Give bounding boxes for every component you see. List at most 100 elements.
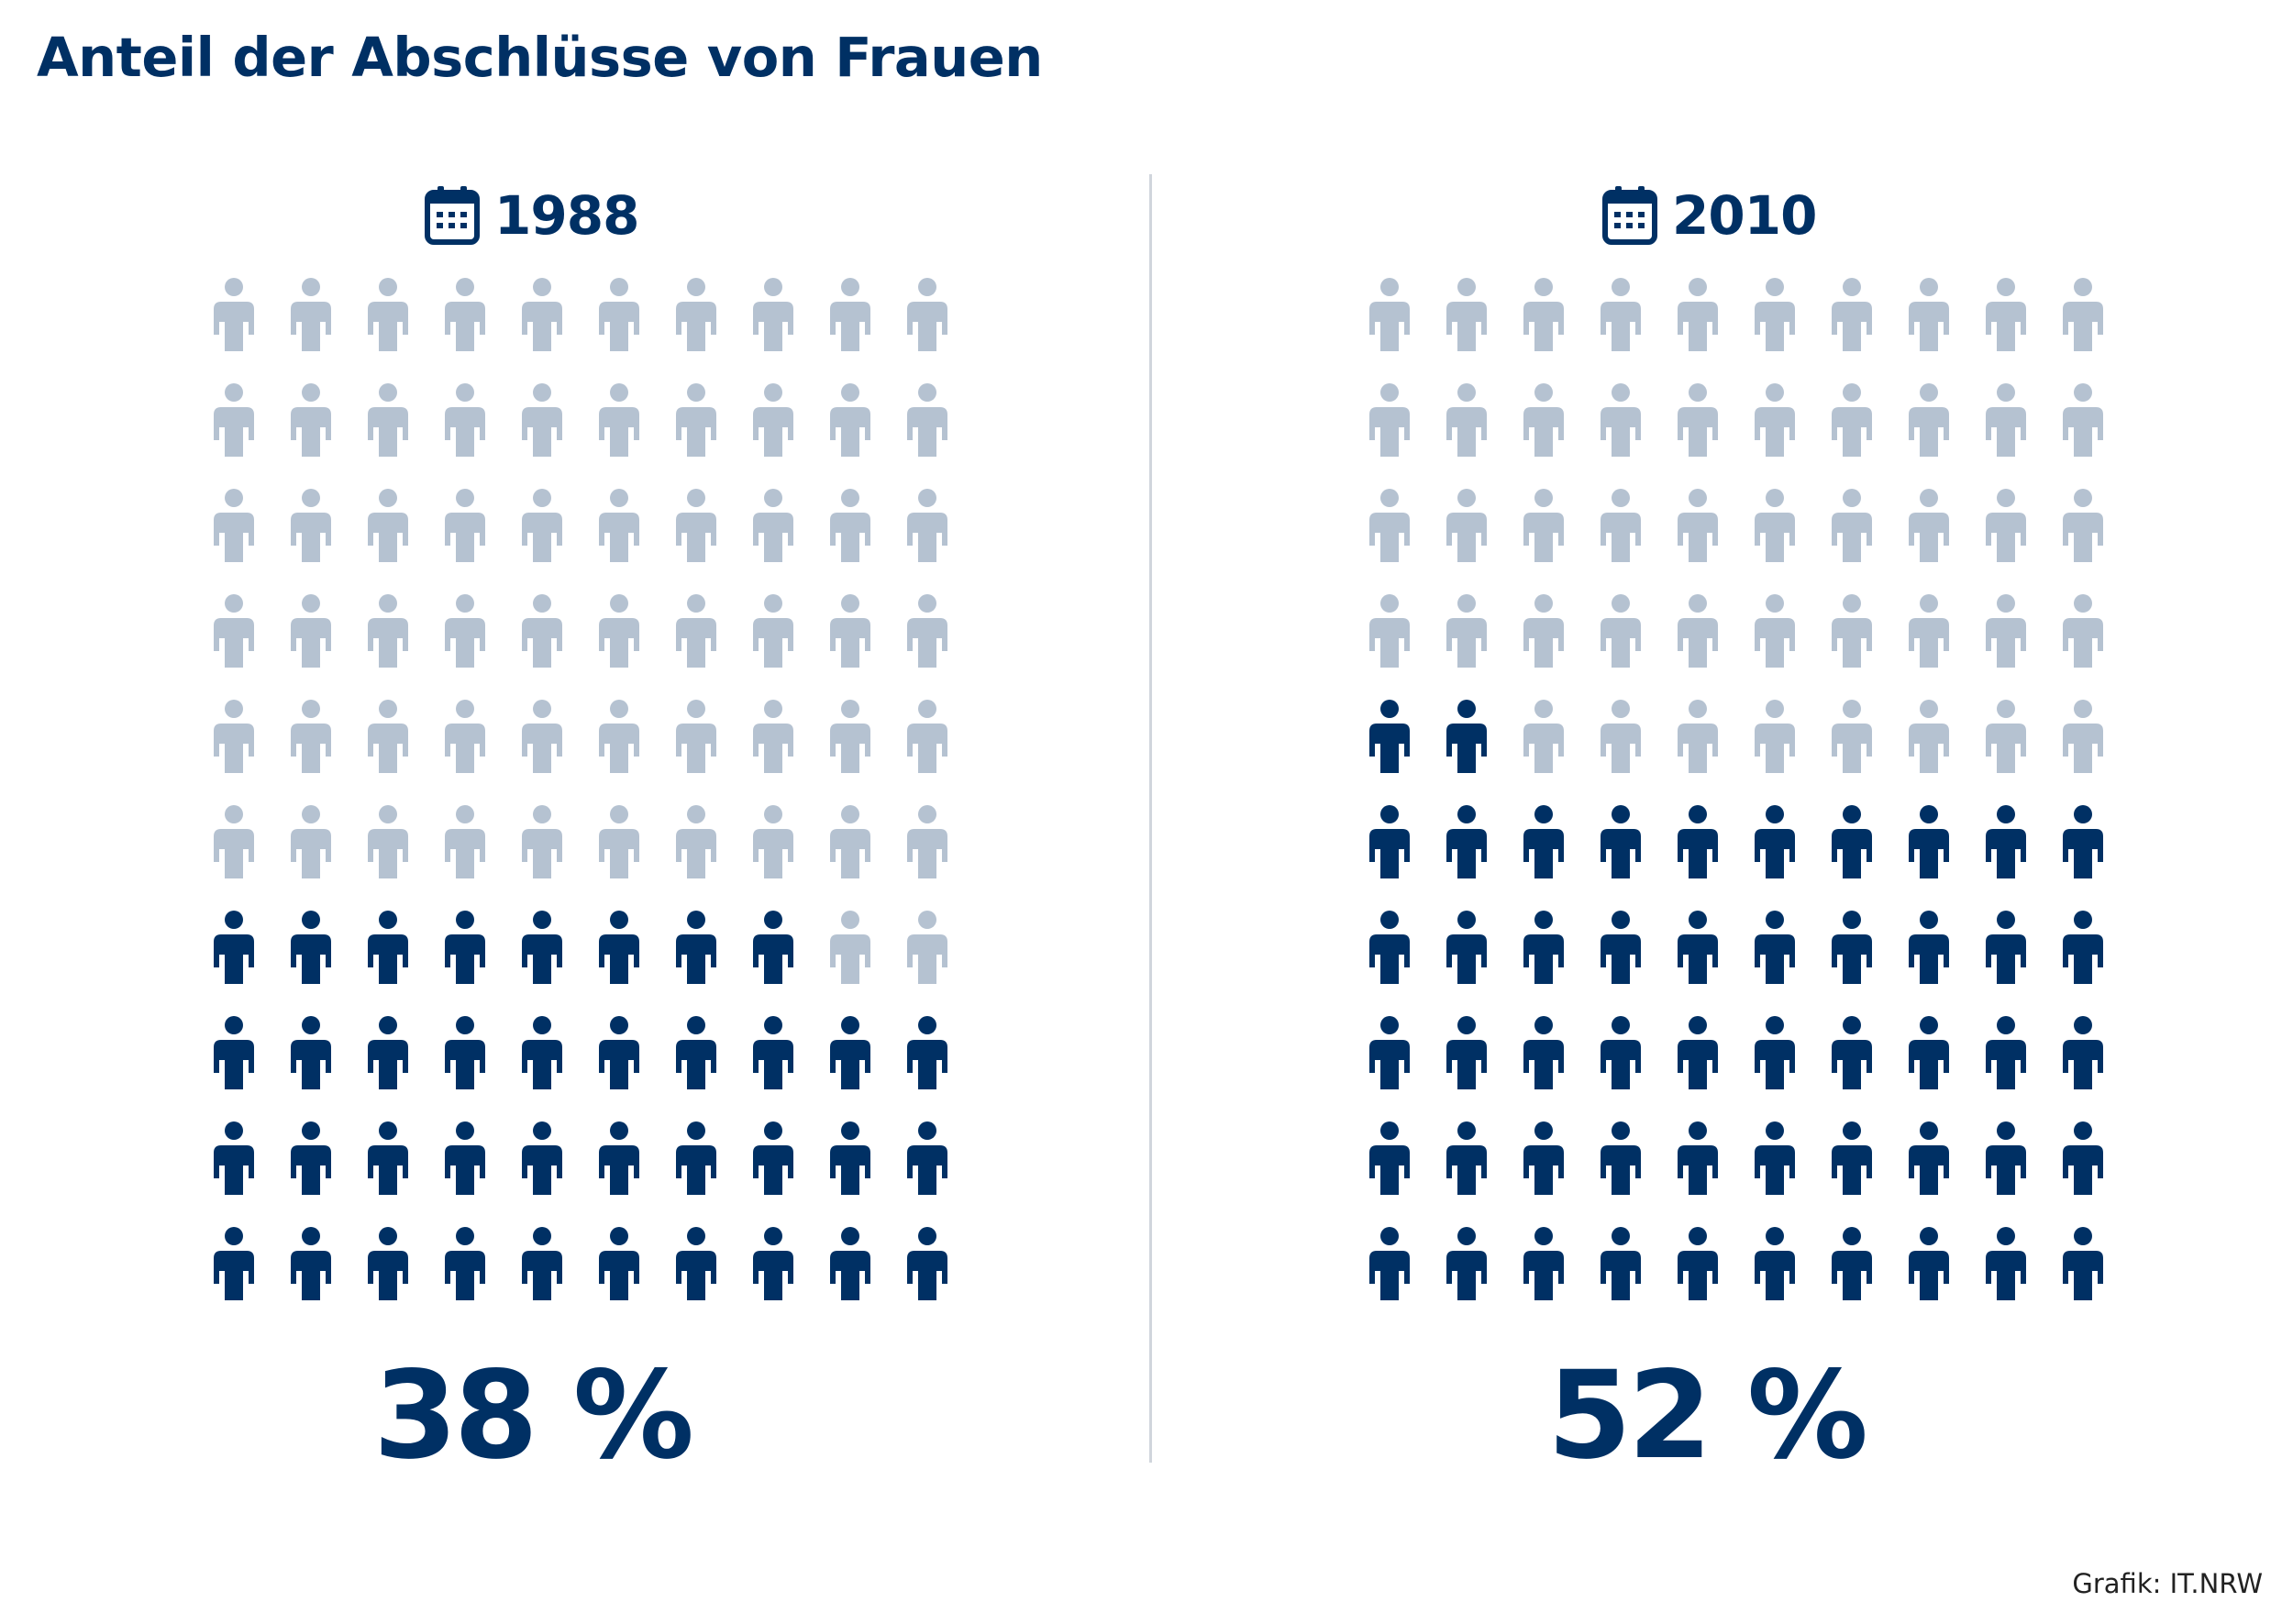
panel-year: 1988	[494, 184, 639, 247]
person-icon-filled	[1755, 805, 1795, 878]
person-icon-empty	[1755, 383, 1795, 457]
person-icon-filled	[1832, 805, 1872, 878]
person-icon-filled	[1446, 700, 1487, 773]
person-icon-filled	[368, 1227, 408, 1300]
percent-label-1988: 38 %	[373, 1345, 694, 1486]
person-icon-filled	[1986, 805, 2026, 878]
person-icon-filled	[1523, 1121, 1564, 1195]
person-icon-filled	[599, 1227, 639, 1300]
person-icon-empty	[214, 278, 254, 351]
person-icon-empty	[907, 383, 947, 457]
person-icon-empty	[599, 489, 639, 562]
person-icon-empty	[1601, 700, 1641, 773]
person-icon-filled	[1678, 805, 1718, 878]
person-icon-filled	[522, 1121, 562, 1195]
person-icon-filled	[1909, 1227, 1949, 1300]
person-icon-filled	[2063, 1016, 2103, 1089]
person-icon-filled	[522, 1227, 562, 1300]
person-icon-empty	[522, 700, 562, 773]
person-icon-filled	[214, 1016, 254, 1089]
person-icon-empty	[1678, 278, 1718, 351]
person-icon-filled	[676, 1227, 716, 1300]
person-icon-filled	[1755, 1016, 1795, 1089]
person-icon-filled	[830, 1121, 870, 1195]
person-icon-empty	[445, 383, 485, 457]
person-icon-empty	[2063, 383, 2103, 457]
person-icon-empty	[1678, 700, 1718, 773]
person-icon-filled	[445, 1016, 485, 1089]
person-icon-filled	[599, 911, 639, 984]
person-icon-filled	[2063, 805, 2103, 878]
person-icon-filled	[368, 911, 408, 984]
person-icon-filled	[1601, 1227, 1641, 1300]
person-icon-empty	[1523, 594, 1564, 668]
person-icon-filled	[445, 1227, 485, 1300]
calendar-icon	[1602, 186, 1657, 245]
person-icon-empty	[1909, 489, 1949, 562]
person-icon-filled	[368, 1016, 408, 1089]
person-icon-filled	[830, 1227, 870, 1300]
person-icon-empty	[1832, 278, 1872, 351]
person-icon-empty	[830, 489, 870, 562]
person-icon-empty	[1446, 278, 1487, 351]
person-icon-empty	[1755, 489, 1795, 562]
person-icon-empty	[907, 278, 947, 351]
person-icon-filled	[1755, 1121, 1795, 1195]
person-icon-filled	[2063, 1227, 2103, 1300]
person-icon-filled	[1523, 1016, 1564, 1089]
person-icon-filled	[907, 1016, 947, 1089]
person-icon-empty	[1678, 489, 1718, 562]
calendar-icon	[425, 186, 480, 245]
person-icon-empty	[1369, 278, 1410, 351]
person-icon-filled	[1523, 1227, 1564, 1300]
person-icon-empty	[2063, 700, 2103, 773]
person-icon-empty	[753, 278, 793, 351]
person-icon-empty	[214, 700, 254, 773]
person-icon-empty	[291, 700, 331, 773]
panel-header-2010: 2010	[1602, 182, 1817, 249]
panel-year: 2010	[1672, 184, 1817, 247]
person-icon-empty	[1986, 700, 2026, 773]
person-icon-filled	[291, 1016, 331, 1089]
person-icon-filled	[1678, 1016, 1718, 1089]
person-icon-empty	[1909, 278, 1949, 351]
person-icon-empty	[291, 805, 331, 878]
person-icon-empty	[522, 594, 562, 668]
person-icon-empty	[599, 594, 639, 668]
person-icon-filled	[1369, 1227, 1410, 1300]
person-icon-filled	[753, 1121, 793, 1195]
person-icon-filled	[2063, 911, 2103, 984]
person-icon-empty	[676, 383, 716, 457]
person-icon-empty	[1446, 489, 1487, 562]
person-icon-filled	[1369, 805, 1410, 878]
person-icon-filled	[214, 911, 254, 984]
person-icon-filled	[1369, 911, 1410, 984]
person-icon-empty	[907, 594, 947, 668]
person-icon-empty	[1601, 594, 1641, 668]
person-icon-empty	[1832, 383, 1872, 457]
person-icon-empty	[599, 383, 639, 457]
person-icon-empty	[1986, 278, 2026, 351]
person-icon-empty	[1755, 594, 1795, 668]
person-icon-empty	[907, 489, 947, 562]
person-icon-empty	[368, 805, 408, 878]
person-icon-filled	[214, 1227, 254, 1300]
person-icon-empty	[1369, 594, 1410, 668]
person-icon-empty	[1523, 278, 1564, 351]
panel-divider	[1149, 174, 1152, 1463]
person-icon-filled	[1678, 1121, 1718, 1195]
person-icon-empty	[1755, 278, 1795, 351]
person-icon-empty	[214, 489, 254, 562]
person-icon-filled	[1369, 1016, 1410, 1089]
person-icon-filled	[599, 1121, 639, 1195]
person-icon-empty	[1832, 489, 1872, 562]
person-icon-filled	[1986, 1227, 2026, 1300]
person-icon-filled	[1446, 911, 1487, 984]
person-icon-empty	[830, 278, 870, 351]
person-icon-empty	[1986, 383, 2026, 457]
person-icon-filled	[1832, 911, 1872, 984]
person-icon-empty	[1678, 383, 1718, 457]
person-icon-empty	[368, 489, 408, 562]
person-icon-empty	[445, 594, 485, 668]
person-icon-empty	[1909, 594, 1949, 668]
